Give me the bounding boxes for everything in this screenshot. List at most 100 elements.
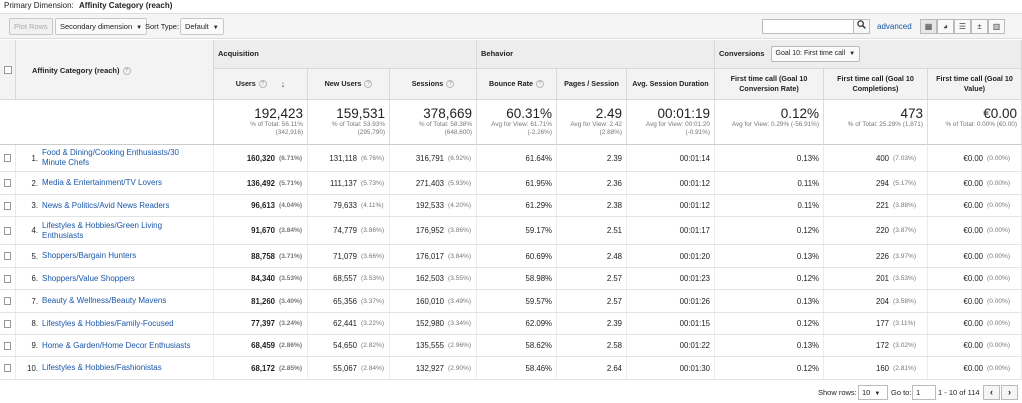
users-value: 81,260 (251, 296, 275, 306)
new-users-pct: (3.22%) (361, 320, 385, 327)
plot-rows-button[interactable]: Plot Rows (9, 18, 53, 35)
users-value: 68,459 (251, 341, 275, 350)
total-sub: % of Total: 56.11% (250, 121, 303, 128)
users-value: 136,492 (246, 178, 275, 188)
dimension-cell: 2. Media & Entertainment/TV Lovers (16, 172, 214, 194)
row-checkbox[interactable] (4, 297, 11, 305)
bounce-rate-value: 61.95% (525, 178, 552, 188)
col-goal-completions[interactable]: First time call (Goal 10 Completions) (824, 69, 928, 100)
col-users[interactable]: Users? ↓ (214, 69, 308, 100)
goto-page-input[interactable]: 1 (912, 385, 936, 400)
col-bounce-rate[interactable]: Bounce Rate? (477, 69, 557, 100)
col-pages-session-label: Pages / Session (564, 79, 619, 88)
affinity-category-link[interactable]: News & Politics/Avid News Readers (42, 200, 170, 210)
new-users-pct: (2.82%) (361, 342, 385, 349)
goal-completions-value: 294 (875, 178, 889, 188)
pages-session-cell: 2.36 (557, 172, 627, 194)
affinity-category-link[interactable]: Shoppers/Value Shoppers (42, 273, 135, 283)
row-checkbox[interactable] (4, 319, 11, 328)
col-sessions[interactable]: Sessions? (390, 69, 477, 100)
dimension-column-header[interactable]: Affinity Category (reach)? (16, 40, 214, 100)
show-rows-value: 10 (862, 388, 871, 397)
goal-value-cell: €0.00 (0.00%) (928, 145, 1022, 171)
table-row: 9. Home & Garden/Home Decor Enthusiasts 68… (0, 335, 1022, 357)
col-goal-value[interactable]: First time call (Goal 10 Value) (928, 69, 1022, 100)
goal-select-dropdown[interactable]: Goal 10: First time call ▼ (770, 46, 861, 62)
table-row: 6. Shoppers/Value Shoppers 84,340 (3.53%) 68… (0, 268, 1022, 290)
row-checkbox-cell (0, 290, 16, 312)
affinity-category-link[interactable]: Beauty & Wellness/Beauty Mavens (42, 296, 167, 305)
help-icon[interactable]: ? (535, 80, 544, 88)
avg-duration-cell: 00:01:20 (627, 245, 715, 267)
affinity-category-link[interactable]: Lifestyles & Hobbies/Fashionistas (42, 363, 162, 372)
affinity-category-link[interactable]: Lifestyles & Hobbies/Green Living Enthus… (42, 220, 163, 240)
row-checkbox[interactable] (4, 252, 11, 260)
help-icon[interactable]: ? (258, 80, 267, 88)
affinity-category-link[interactable]: Food & Dining/Cooking Enthusiasts/30 Min… (42, 148, 179, 167)
total-sub: Avg for View: 0.29% (-56.91%) (731, 121, 819, 128)
col-bounce-rate-label: Bounce Rate (489, 79, 533, 88)
goal-value-cell: €0.00 (0.00%) (928, 313, 1022, 334)
table-row: 7. Beauty & Wellness/Beauty Mavens 81,260 (… (0, 290, 1022, 313)
row-checkbox-cell (0, 313, 16, 334)
show-rows-select[interactable]: 10 ▼ (858, 385, 888, 400)
goal-value-cell: €0.00 (0.00%) (928, 172, 1022, 194)
bounce-rate-value: 58.62% (525, 341, 552, 350)
row-checkbox-cell (0, 268, 16, 289)
sessions-value: 192,533 (415, 201, 444, 210)
col-avg-session-duration[interactable]: Avg. Session Duration (627, 69, 715, 100)
goal-completions-value: 226 (875, 251, 889, 261)
dimension-column-label: Affinity Category (reach) (32, 66, 120, 75)
table-search-input[interactable] (762, 19, 854, 34)
goal-conversion-rate-cell: 0.12% (715, 217, 824, 244)
search-icon[interactable] (853, 19, 870, 34)
affinity-category-link[interactable]: Shoppers/Bargain Hunters (42, 251, 137, 260)
primary-dimension-value[interactable]: Affinity Category (reach) (79, 1, 173, 10)
row-checkbox[interactable] (4, 154, 11, 162)
goal-value-cell: €0.00 (0.00%) (928, 217, 1022, 244)
select-all-checkbox[interactable] (4, 66, 12, 74)
help-icon[interactable]: ? (446, 80, 455, 88)
pivot-view-icon[interactable]: ▥ (988, 19, 1005, 34)
row-checkbox[interactable] (4, 274, 11, 283)
row-checkbox[interactable] (4, 226, 11, 235)
new-users-cell: 111,137 (5.73%) (308, 172, 390, 194)
comparison-view-icon[interactable]: ± (971, 19, 988, 34)
table-view-icon[interactable]: ▦ (920, 19, 937, 34)
new-users-pct: (3.37%) (361, 297, 385, 305)
avg-duration-value: 00:01:12 (679, 201, 710, 210)
row-checkbox[interactable] (4, 341, 11, 350)
help-icon[interactable]: ? (122, 67, 131, 76)
sort-type-dropdown[interactable]: Default ▼ (180, 18, 224, 35)
prev-page-button[interactable]: ‹ (983, 385, 1000, 400)
goal-completions-value: 172 (875, 341, 889, 350)
sessions-pct: (5.93%) (448, 179, 472, 187)
affinity-category-link[interactable]: Home & Garden/Home Decor Enthusiasts (42, 340, 191, 350)
pie-view-icon[interactable]: ◕ (937, 19, 954, 34)
col-goal-conversion-rate[interactable]: First time call (Goal 10 Conversion Rate… (715, 69, 824, 100)
help-icon[interactable]: ? (364, 80, 373, 88)
goal-completions-value: 204 (875, 296, 889, 306)
new-users-value: 79,633 (333, 201, 357, 210)
row-checkbox[interactable] (4, 179, 11, 187)
conversions-label: Conversions (719, 48, 765, 58)
col-new-users[interactable]: New Users? (308, 69, 390, 100)
new-users-cell: 71,079 (3.66%) (308, 245, 390, 267)
affinity-category-link[interactable]: Media & Entertainment/TV Lovers (42, 178, 163, 187)
advanced-filter-link[interactable]: advanced (877, 22, 912, 31)
total-value: €0.00 (983, 106, 1017, 121)
secondary-dimension-dropdown[interactable]: Secondary dimension ▼ (55, 18, 148, 35)
goal-value-value: €0.00 (963, 341, 983, 350)
new-users-value: 71,079 (333, 251, 357, 261)
affinity-category-link[interactable]: Lifestyles & Hobbies/Family-Focused (42, 318, 174, 328)
col-goal-conversion-rate-label: First time call (Goal 10 Conversion Rate… (730, 74, 808, 93)
row-checkbox-cell (0, 357, 16, 379)
performance-view-icon[interactable]: ☰ (954, 19, 971, 34)
col-pages-session[interactable]: Pages / Session (557, 69, 627, 100)
row-checkbox[interactable] (4, 364, 11, 372)
next-page-button[interactable]: › (1001, 385, 1018, 400)
users-value: 91,670 (251, 226, 275, 235)
sessions-pct: (3.34%) (448, 320, 472, 327)
row-checkbox[interactable] (4, 201, 11, 210)
users-value: 68,172 (251, 363, 275, 373)
